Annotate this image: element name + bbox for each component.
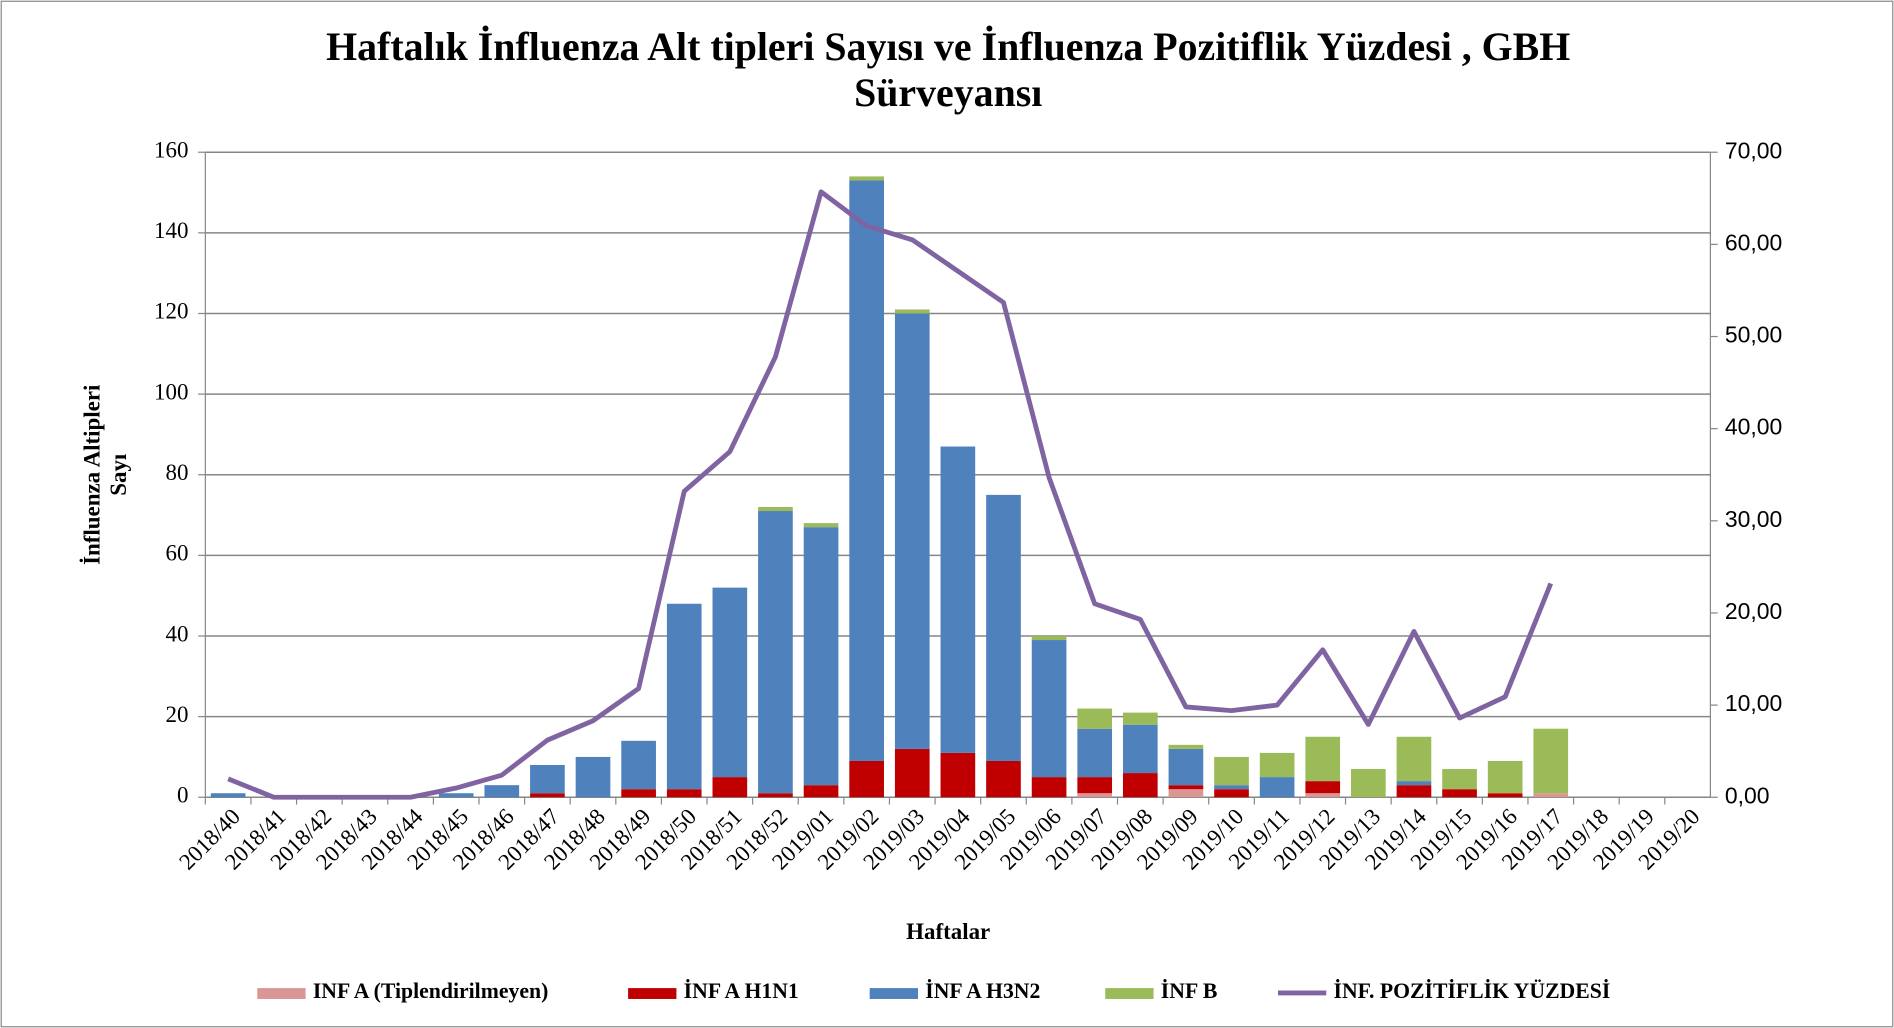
bar-segment xyxy=(849,760,884,798)
bar-segment xyxy=(1031,640,1067,778)
x-axis-title: Haftalar xyxy=(906,919,990,944)
legend-swatch xyxy=(1105,988,1154,999)
legend-label: İNF A H1N1 xyxy=(684,979,799,1003)
y2-tick-label: 40,00 xyxy=(1725,414,1782,440)
legend-label: INF A (Tiplendirilmeyen) xyxy=(313,979,548,1003)
bar-segment xyxy=(1533,793,1569,798)
y2-tick-label: 50,00 xyxy=(1725,322,1782,348)
bar-segment xyxy=(1031,777,1067,798)
bar-segment xyxy=(712,777,748,798)
bar-segment xyxy=(940,752,976,798)
y-tick-label: 160 xyxy=(154,137,188,162)
bar-segment xyxy=(803,527,839,786)
bar-segment xyxy=(803,785,839,798)
legend-swatch xyxy=(257,988,306,999)
y-tick-label: 80 xyxy=(165,460,188,485)
bar-segment xyxy=(1442,789,1477,798)
bar-segment xyxy=(894,748,930,798)
bar-segment xyxy=(1305,736,1341,782)
bar-segment xyxy=(986,494,1021,761)
bar-segment xyxy=(438,793,474,798)
bar-segment xyxy=(712,587,748,778)
line-series xyxy=(227,189,1554,800)
bar-segment xyxy=(1259,777,1295,798)
y2-tick-label: 10,00 xyxy=(1725,690,1782,716)
bar-segment xyxy=(758,511,793,794)
y-tick-label: 100 xyxy=(154,379,188,404)
y2-tick-label: 0,00 xyxy=(1725,782,1770,808)
y2-tick-label: 20,00 xyxy=(1725,598,1782,624)
bar-segment xyxy=(1305,793,1341,798)
bar-segment xyxy=(1077,777,1113,794)
bar-segment xyxy=(1351,769,1386,798)
bar-segment xyxy=(1533,728,1569,794)
bar-segment xyxy=(621,789,656,798)
bar-segment xyxy=(1122,712,1158,725)
bar-segment xyxy=(1487,793,1523,798)
y2-tick-label: 70,00 xyxy=(1725,137,1782,163)
y-axis-title: Sayı xyxy=(106,453,131,496)
bar-segment xyxy=(1122,773,1158,798)
bar-segment xyxy=(1214,785,1249,790)
bar-segment xyxy=(1122,724,1158,774)
bar-segment xyxy=(666,603,702,790)
bar-segment xyxy=(1487,760,1523,794)
bar-segment xyxy=(1077,708,1113,729)
legend-label: İNF. POZİTİFLİK YÜZDESİ xyxy=(1334,979,1611,1003)
legend-label: İNF B xyxy=(1161,979,1218,1003)
bar-segment xyxy=(621,740,656,790)
bar-segment xyxy=(530,793,565,798)
bar-segment xyxy=(758,506,793,512)
y-tick-label: 0 xyxy=(177,783,188,808)
chart-title: Haftalık İnfluenza Alt tipleri Sayısı ve… xyxy=(326,24,1570,69)
bar-segment xyxy=(1214,789,1249,798)
bar-segment xyxy=(1396,781,1432,786)
bar-segment xyxy=(1396,785,1432,798)
bar-segment xyxy=(986,760,1021,798)
bar-segment xyxy=(1077,728,1113,778)
bar-segment xyxy=(1396,736,1432,782)
y-tick-label: 120 xyxy=(154,299,188,324)
bar-segment xyxy=(849,180,884,761)
bar-segment xyxy=(210,793,246,798)
y-tick-label: 40 xyxy=(165,621,188,646)
bar-segment xyxy=(1214,756,1249,786)
bar-segment xyxy=(894,309,930,314)
y-tick-label: 140 xyxy=(154,218,188,243)
legend-swatch xyxy=(869,988,919,999)
legend-label: İNF A H3N2 xyxy=(925,979,1040,1003)
bar-segment xyxy=(1031,635,1067,641)
bar-segment xyxy=(1442,769,1477,790)
bar-segment xyxy=(1077,793,1113,798)
bar-segment xyxy=(803,523,839,528)
bar-segment xyxy=(1168,744,1204,749)
bar-segment xyxy=(1168,748,1204,786)
y-axis-title-group: İnfluenza Altipleri Sayı xyxy=(79,384,131,565)
bar-segment xyxy=(530,765,565,794)
bar-segment xyxy=(484,785,520,798)
y2-tick-label: 60,00 xyxy=(1725,229,1782,255)
bar-segment xyxy=(894,313,930,749)
bar-segment xyxy=(1305,781,1341,794)
bar-segment xyxy=(666,789,702,798)
bar-segment xyxy=(1259,752,1295,778)
bar-segment xyxy=(940,446,976,753)
bar-segment xyxy=(758,793,793,798)
bar-segment xyxy=(1168,785,1204,790)
legend-swatch xyxy=(628,988,677,999)
y2-tick-label: 30,00 xyxy=(1725,506,1782,532)
y-tick-label: 60 xyxy=(165,541,188,566)
bar-segment xyxy=(1168,789,1204,798)
bar-segment xyxy=(575,756,611,798)
y-tick-label: 20 xyxy=(165,702,188,727)
y-axis-title: İnfluenza Altipleri xyxy=(79,384,104,565)
bar-segment xyxy=(849,176,884,181)
chart-title: Sürveyansı xyxy=(854,70,1042,115)
